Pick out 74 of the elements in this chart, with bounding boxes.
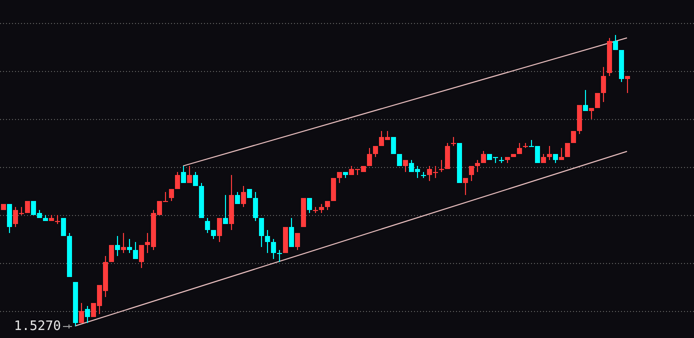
candlestick (193, 172, 198, 186)
candlestick (469, 166, 474, 182)
candlestick (505, 157, 510, 164)
candlestick (619, 50, 624, 82)
candlestick (601, 66, 606, 102)
candlestick (343, 172, 348, 178)
annotation: 1.5270 (14, 318, 61, 334)
candlestick (43, 214, 48, 221)
candlestick (241, 186, 246, 208)
candlestick (325, 201, 330, 210)
candlestick (403, 160, 408, 172)
candlestick (337, 172, 342, 184)
candlestick (319, 204, 324, 214)
candlestick (61, 218, 66, 236)
candlestick (139, 245, 144, 268)
candlestick (205, 218, 210, 234)
candlestick (217, 218, 222, 242)
candlestick (247, 189, 252, 198)
candlestick (253, 192, 258, 222)
candlestick (589, 108, 594, 120)
candlestick (331, 178, 336, 201)
candlestick (271, 238, 276, 260)
candlestick (397, 154, 402, 166)
candlestick (133, 242, 138, 259)
candlestick (613, 34, 618, 50)
candlestick (295, 233, 300, 250)
candlestick (391, 137, 396, 154)
candlestick (169, 189, 174, 202)
candlestick (571, 131, 576, 143)
candlestick (289, 218, 294, 247)
candlestick (25, 201, 30, 213)
candlestick (181, 166, 186, 183)
candlestick (553, 154, 558, 164)
candlestick (301, 198, 306, 227)
candlestick (541, 154, 546, 163)
candlestick (121, 232, 126, 254)
candlestick (559, 148, 564, 160)
candlestick (1, 204, 6, 210)
candlestick (7, 204, 12, 234)
candlestick (211, 230, 216, 240)
candlestick (223, 194, 228, 224)
candlestick (199, 182, 204, 218)
candlestick (445, 142, 450, 169)
candlestick (583, 90, 588, 111)
candlestick (229, 174, 234, 230)
candlestick (481, 150, 486, 163)
candlestick (307, 198, 312, 214)
candlestick (127, 238, 132, 254)
candlestick (235, 192, 240, 204)
candlestick (463, 178, 468, 196)
candlestick (259, 218, 264, 248)
candlestick (511, 154, 516, 157)
candlestick (373, 146, 378, 158)
candlestick (79, 302, 84, 323)
candlestick (73, 282, 78, 326)
candlestick (595, 93, 600, 108)
candlestick (109, 245, 114, 262)
candlestick (115, 236, 120, 256)
candlestick (67, 232, 72, 277)
candlestick (577, 105, 582, 134)
candlestick (49, 214, 54, 221)
candlestick (457, 143, 462, 183)
candlestick (565, 143, 570, 157)
candlestick (625, 76, 630, 94)
candlestick (517, 142, 522, 154)
candlestick (283, 227, 288, 253)
candlestick (475, 160, 480, 172)
candlestick (367, 148, 372, 166)
candlestick (547, 146, 552, 160)
candlestick (175, 172, 180, 189)
candlestick (85, 306, 90, 324)
candlestick (187, 166, 192, 183)
candlestick (607, 38, 612, 76)
candlestick (265, 230, 270, 254)
